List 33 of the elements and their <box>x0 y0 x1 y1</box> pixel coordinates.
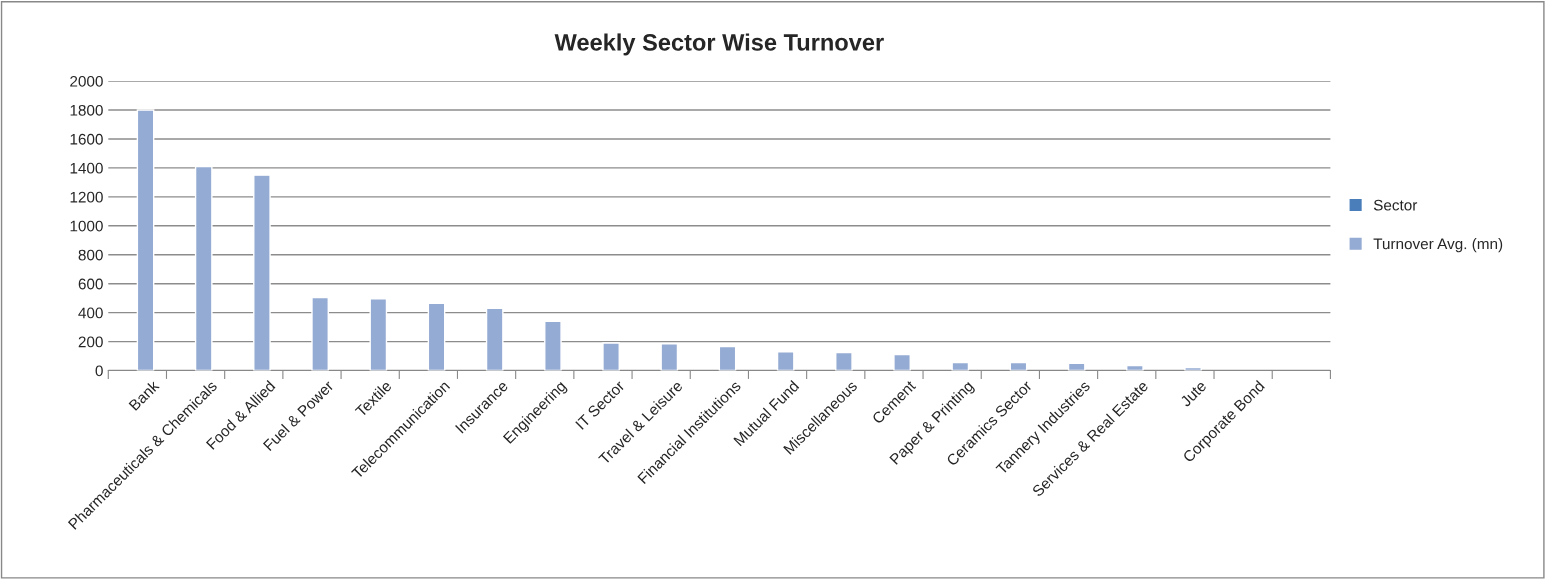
y-tick-label: 1200 <box>70 191 103 203</box>
legend-label: Turnover Avg. (mn) <box>1373 238 1503 253</box>
bar <box>194 165 213 371</box>
bar <box>136 109 155 371</box>
bar <box>311 296 329 371</box>
chart-title: Weekly Sector Wise Turnover <box>554 33 884 56</box>
y-tick-label: 200 <box>78 336 103 348</box>
bar <box>369 298 388 371</box>
bar <box>718 345 737 371</box>
y-tick-label: 1800 <box>70 104 103 116</box>
y-tick-label: 1400 <box>70 162 103 174</box>
bar <box>776 351 795 371</box>
y-tick-label: 800 <box>78 249 103 261</box>
y-tick-label: 1000 <box>70 220 103 232</box>
bar <box>835 351 853 371</box>
bar <box>893 353 911 371</box>
y-tick-label: 600 <box>78 278 103 290</box>
legend-label: Sector <box>1373 199 1418 211</box>
y-tick-label: 1600 <box>70 133 103 145</box>
x-tick-label: Jute <box>1179 380 1207 408</box>
bar <box>602 342 620 371</box>
bar <box>660 343 679 371</box>
bar <box>951 361 970 371</box>
bar <box>1009 361 1028 371</box>
bar <box>485 307 504 371</box>
y-tick-label: 2000 <box>70 75 103 87</box>
y-tick-label: 0 <box>95 365 103 377</box>
bar <box>253 174 271 371</box>
bar <box>1067 362 1086 371</box>
bar <box>1126 364 1144 371</box>
bar <box>544 320 562 371</box>
y-tick-label: 400 <box>78 307 103 319</box>
bar <box>427 302 446 371</box>
